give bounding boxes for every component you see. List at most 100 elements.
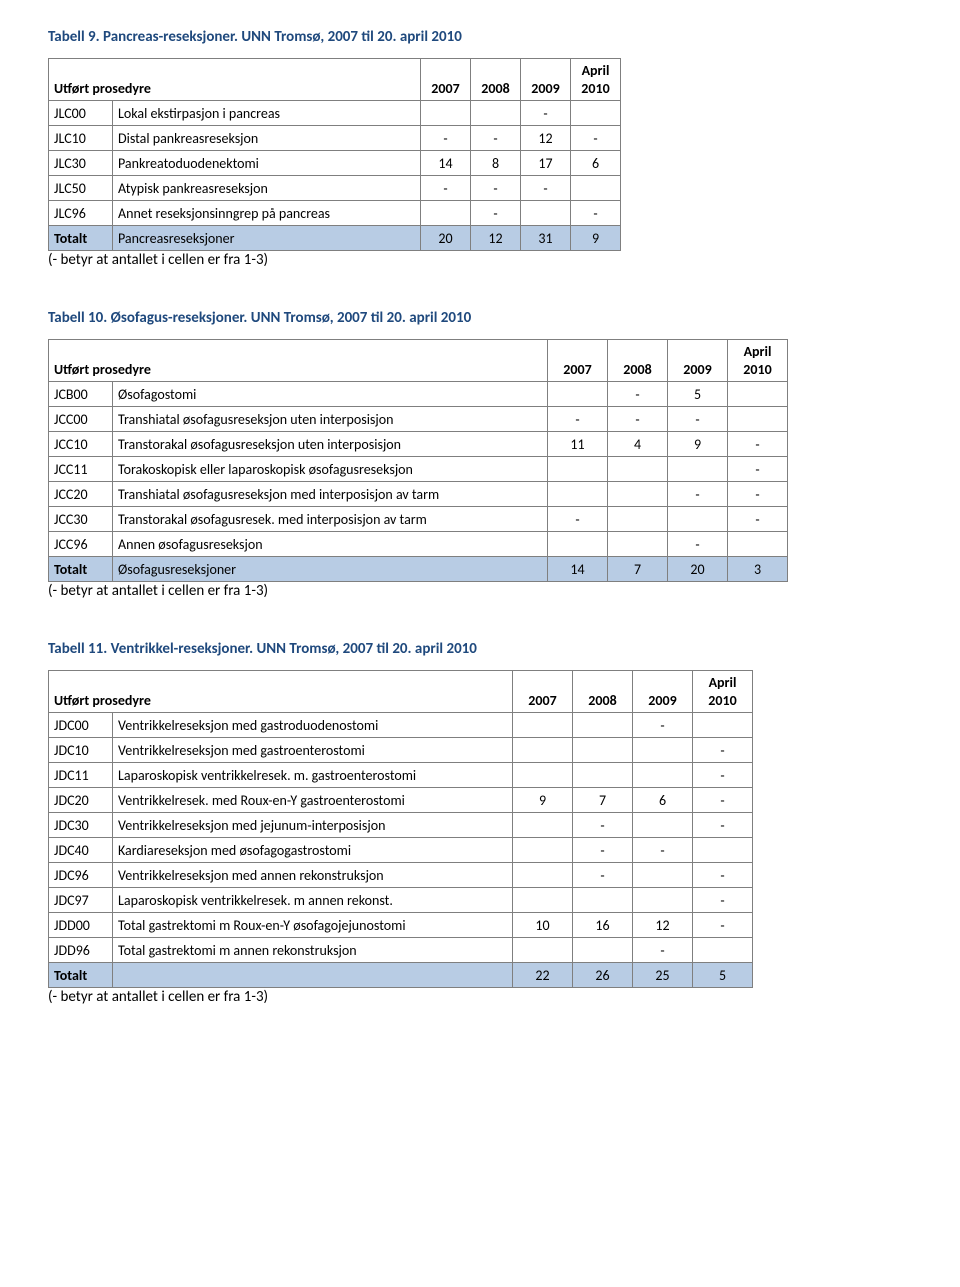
table-row: JLC50Atypisk pankreasreseksjon---: [49, 176, 621, 201]
value-cell: 6: [633, 788, 693, 813]
value-cell: -: [668, 532, 728, 557]
table-note: (- betyr at antallet i cellen er fra 1-3…: [48, 251, 912, 269]
value-cell: 12: [633, 913, 693, 938]
value-cell: [633, 738, 693, 763]
code-cell: JCC11: [49, 457, 113, 482]
code-cell: JDC11: [49, 763, 113, 788]
value-cell: [633, 863, 693, 888]
value-cell: [728, 382, 788, 407]
desc-cell: Total gastrektomi m annen rekonstruksjon: [113, 938, 513, 963]
code-cell: JCC20: [49, 482, 113, 507]
value-cell: -: [573, 863, 633, 888]
table-row: JLC10Distal pankreasreseksjon--12-: [49, 126, 621, 151]
table-row: JDC20Ventrikkelresek. med Roux-en-Y gast…: [49, 788, 753, 813]
code-cell: JCC30: [49, 507, 113, 532]
header-label: Utført prosedyre: [49, 59, 421, 101]
desc-cell: Transhiatal øsofagusreseksjon med interp…: [113, 482, 548, 507]
table-title: Tabell 9. Pancreas-reseksjoner. UNN Trom…: [48, 28, 912, 46]
header-year: April2010: [693, 671, 753, 713]
value-cell: [728, 407, 788, 432]
header-year: 2008: [573, 671, 633, 713]
table-row: JDC00Ventrikkelreseksjon med gastroduode…: [49, 713, 753, 738]
table-header-row: Utført prosedyre200720082009April2010: [49, 671, 753, 713]
data-table: Utført prosedyre200720082009April2010JLC…: [48, 58, 621, 251]
total-value: 5: [693, 963, 753, 988]
header-year: 2007: [548, 340, 608, 382]
desc-cell: Annen øsofagusreseksjon: [113, 532, 548, 557]
code-cell: JDD96: [49, 938, 113, 963]
value-cell: 12: [521, 126, 571, 151]
value-cell: [573, 738, 633, 763]
value-cell: 8: [471, 151, 521, 176]
value-cell: [548, 532, 608, 557]
code-cell: JLC96: [49, 201, 113, 226]
table-row: JCC96Annen øsofagusreseksjon-: [49, 532, 788, 557]
value-cell: [573, 888, 633, 913]
table-row: JCB00Øsofagostomi-5: [49, 382, 788, 407]
desc-cell: Torakoskopisk eller laparoskopisk øsofag…: [113, 457, 548, 482]
desc-cell: Laparoskopisk ventrikkelresek. m annen r…: [113, 888, 513, 913]
code-cell: JDC97: [49, 888, 113, 913]
value-cell: 16: [573, 913, 633, 938]
value-cell: [548, 482, 608, 507]
header-year: 2009: [633, 671, 693, 713]
total-value: 20: [668, 557, 728, 582]
total-row: TotaltØsofagusreseksjoner147203: [49, 557, 788, 582]
table-note: (- betyr at antallet i cellen er fra 1-3…: [48, 582, 912, 600]
header-year: April2010: [728, 340, 788, 382]
desc-cell: Pankreatoduodenektomi: [113, 151, 421, 176]
value-cell: 7: [573, 788, 633, 813]
value-cell: -: [471, 201, 521, 226]
header-year: April2010: [571, 59, 621, 101]
table-row: JDD00Total gastrektomi m Roux-en-Y øsofa…: [49, 913, 753, 938]
value-cell: [608, 457, 668, 482]
value-cell: [548, 457, 608, 482]
table-row: JCC30Transtorakal øsofagusresek. med int…: [49, 507, 788, 532]
value-cell: -: [693, 913, 753, 938]
value-cell: [728, 532, 788, 557]
header-year: 2008: [471, 59, 521, 101]
desc-cell: Distal pankreasreseksjon: [113, 126, 421, 151]
value-cell: -: [668, 482, 728, 507]
total-value: 3: [728, 557, 788, 582]
table-row: JCC10Transtorakal øsofagusreseksjon uten…: [49, 432, 788, 457]
value-cell: 5: [668, 382, 728, 407]
code-cell: JCB00: [49, 382, 113, 407]
value-cell: 10: [513, 913, 573, 938]
value-cell: -: [633, 838, 693, 863]
desc-cell: Laparoskopisk ventrikkelresek. m. gastro…: [113, 763, 513, 788]
value-cell: -: [521, 101, 571, 126]
value-cell: [548, 382, 608, 407]
value-cell: [513, 738, 573, 763]
table-header-row: Utført prosedyre200720082009April2010: [49, 59, 621, 101]
code-cell: JDC96: [49, 863, 113, 888]
total-label: Totalt: [49, 963, 113, 988]
value-cell: -: [693, 763, 753, 788]
code-cell: JLC00: [49, 101, 113, 126]
value-cell: 11: [548, 432, 608, 457]
value-cell: 6: [571, 151, 621, 176]
header-year: 2007: [513, 671, 573, 713]
desc-cell: Ventrikkelreseksjon med jejunum-interpos…: [113, 813, 513, 838]
desc-cell: Øsofagostomi: [113, 382, 548, 407]
value-cell: -: [548, 507, 608, 532]
value-cell: [633, 763, 693, 788]
total-value: 26: [573, 963, 633, 988]
value-cell: [513, 938, 573, 963]
value-cell: [513, 838, 573, 863]
page-container: Tabell 9. Pancreas-reseksjoner. UNN Trom…: [48, 28, 912, 1006]
code-cell: JDC30: [49, 813, 113, 838]
code-cell: JDC40: [49, 838, 113, 863]
code-cell: JLC50: [49, 176, 113, 201]
desc-cell: Total gastrektomi m Roux-en-Y øsofagojej…: [113, 913, 513, 938]
code-cell: JLC10: [49, 126, 113, 151]
value-cell: [633, 813, 693, 838]
value-cell: [693, 938, 753, 963]
code-cell: JDD00: [49, 913, 113, 938]
value-cell: -: [633, 713, 693, 738]
desc-cell: Transtorakal øsofagusreseksjon uten inte…: [113, 432, 548, 457]
value-cell: [668, 457, 728, 482]
value-cell: 4: [608, 432, 668, 457]
desc-cell: Ventrikkelreseksjon med gastroduodenosto…: [113, 713, 513, 738]
value-cell: -: [728, 482, 788, 507]
